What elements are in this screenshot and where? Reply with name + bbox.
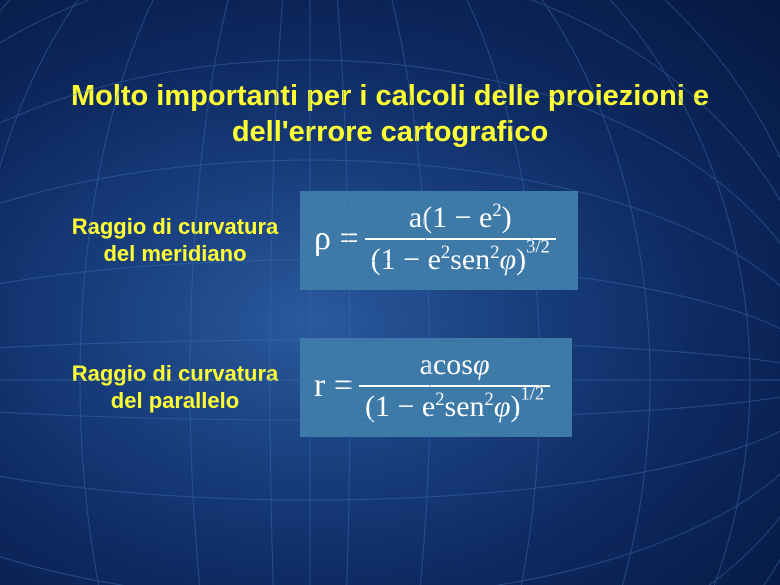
formula-row-meridian: Raggio di curvatura del meridiano ρ = a(… <box>0 191 780 290</box>
symbol-rho: ρ <box>314 220 331 257</box>
formula-row-parallel: Raggio di curvatura del parallelo r = ac… <box>0 338 780 437</box>
label-meridian: Raggio di curvatura del meridiano <box>60 213 290 268</box>
formula-meridian: ρ = a(1 − e2) (1 − e2sen2φ)3/2 <box>300 191 578 290</box>
formula-parallel: r = acosφ (1 − e2sen2φ)1/2 <box>300 338 572 437</box>
label-parallel: Raggio di curvatura del parallelo <box>60 360 290 415</box>
symbol-r: r <box>314 367 325 404</box>
slide-title: Molto importanti per i calcoli delle pro… <box>0 0 780 151</box>
